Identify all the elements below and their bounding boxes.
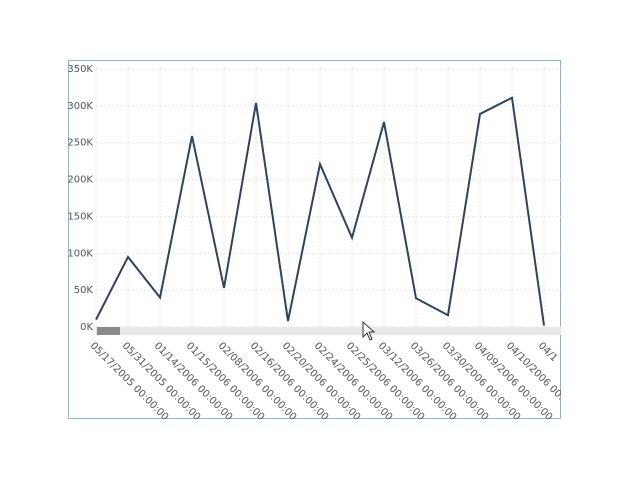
y-tick-label: 0K (80, 322, 93, 333)
y-tick-label: 300K (67, 101, 93, 112)
scrollbar-thumb[interactable] (97, 327, 120, 335)
y-tick-label: 200K (67, 175, 93, 186)
y-tick-label: 50K (74, 285, 94, 296)
scrollbar[interactable] (96, 327, 561, 335)
mouse-cursor (362, 320, 376, 341)
y-tick-label: 100K (67, 248, 93, 259)
y-tick-label: 150K (67, 211, 93, 222)
y-tick-label: 350K (67, 64, 93, 75)
y-tick-label: 250K (67, 138, 93, 149)
data-line (95, 96, 545, 326)
